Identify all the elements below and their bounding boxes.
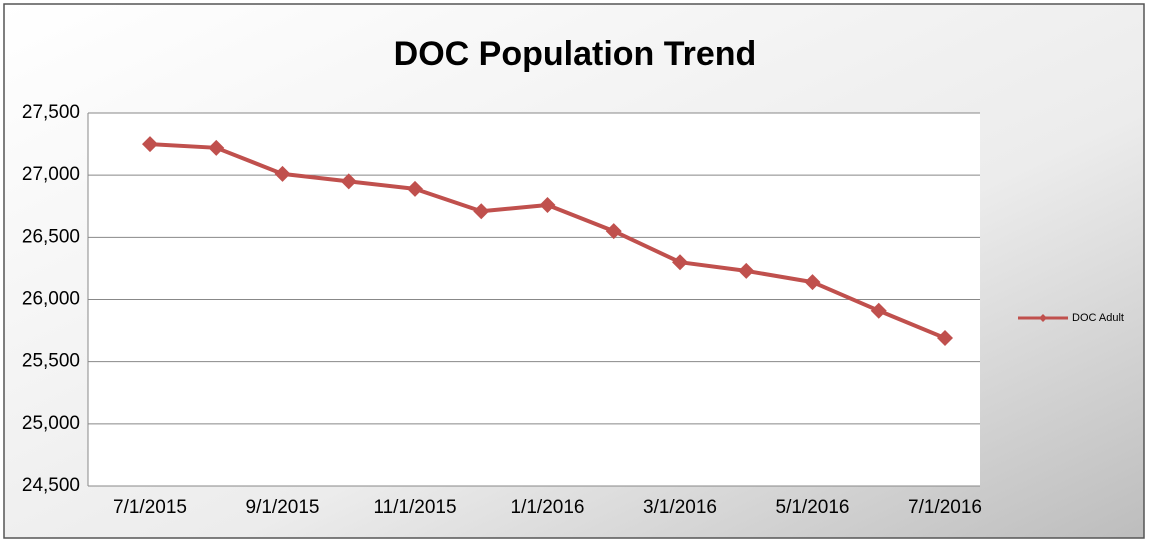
y-tick-label: 27,000: [22, 164, 80, 185]
y-tick-label: 26,500: [22, 226, 80, 247]
data-marker: [937, 330, 953, 347]
data-marker: [539, 197, 556, 214]
data-marker: [473, 203, 490, 220]
data-marker: [274, 165, 291, 182]
data-marker: [340, 173, 357, 190]
y-tick-label: 27,500: [22, 102, 80, 123]
data-marker: [142, 136, 158, 153]
data-marker: [208, 139, 225, 156]
legend-marker: [1039, 314, 1047, 322]
data-marker: [672, 254, 688, 271]
data-marker: [804, 274, 821, 291]
x-tick-label: 7/1/2015: [113, 497, 187, 518]
data-marker: [870, 302, 887, 319]
x-tick-label: 11/1/2015: [373, 497, 456, 518]
data-marker: [738, 262, 755, 279]
chart-title: DOC Population Trend: [394, 35, 757, 73]
y-tick-label: 24,500: [22, 475, 80, 496]
x-tick-label: 7/1/2016: [908, 497, 982, 518]
x-tick-label: 1/1/2016: [511, 497, 585, 518]
y-tick-label: 26,000: [22, 289, 80, 310]
x-tick-label: 3/1/2016: [643, 497, 717, 518]
y-tick-label: 25,000: [22, 413, 80, 434]
x-tick-label: 5/1/2016: [776, 497, 850, 518]
legend-label: DOC Adult: [1072, 312, 1124, 324]
x-tick-label: 9/1/2015: [246, 497, 320, 518]
data-marker: [407, 180, 423, 197]
data-marker: [605, 223, 622, 240]
y-tick-label: 25,500: [22, 351, 80, 372]
